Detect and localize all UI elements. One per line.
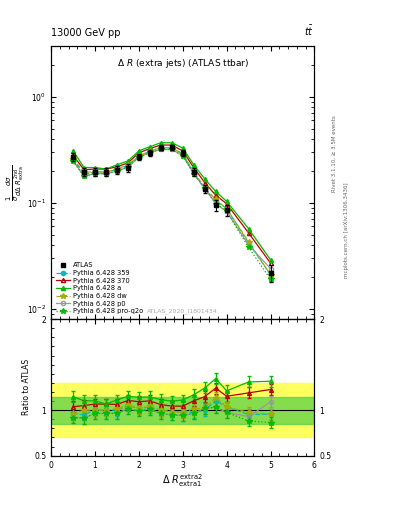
Text: ATLAS_2020_I1801434: ATLAS_2020_I1801434	[147, 308, 218, 314]
Text: $\Delta\ R$ (extra jets) (ATLAS ttbar): $\Delta\ R$ (extra jets) (ATLAS ttbar)	[117, 57, 249, 70]
Bar	[51, 396, 314, 424]
Legend: ATLAS, Pythia 6.428 359, Pythia 6.428 370, Pythia 6.428 a, Pythia 6.428 dw, Pyth: ATLAS, Pythia 6.428 359, Pythia 6.428 37…	[54, 261, 145, 316]
Bar	[51, 383, 314, 437]
X-axis label: $\Delta\ R^{\rm extra2}_{\rm extra1}$: $\Delta\ R^{\rm extra2}_{\rm extra1}$	[162, 472, 203, 489]
Text: $t\bar{t}$: $t\bar{t}$	[305, 25, 314, 38]
Y-axis label: Ratio to ATLAS: Ratio to ATLAS	[22, 359, 31, 415]
Text: mcplots.cern.ch [arXiv:1306.3436]: mcplots.cern.ch [arXiv:1306.3436]	[344, 183, 349, 278]
Text: Rivet 3.1.10, ≥ 3.5M events: Rivet 3.1.10, ≥ 3.5M events	[332, 115, 337, 192]
Text: 13000 GeV pp: 13000 GeV pp	[51, 28, 121, 38]
Y-axis label: $\frac{1}{\sigma}\frac{d\sigma}{d\Delta\ R_{\rm extra}^{\rm 2nd}}$: $\frac{1}{\sigma}\frac{d\sigma}{d\Delta\…	[4, 164, 26, 201]
